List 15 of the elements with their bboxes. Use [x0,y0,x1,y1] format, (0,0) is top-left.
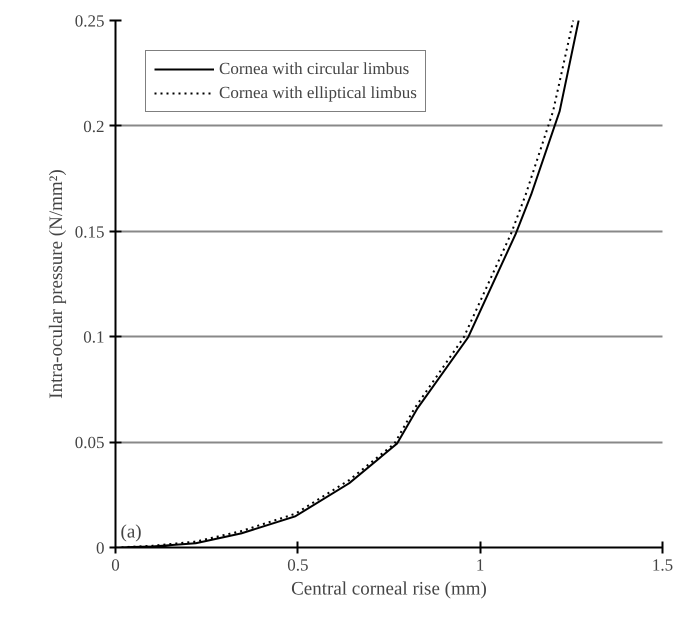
legend-label: Cornea with circular limbus [219,59,410,79]
annotation: (a) [120,522,142,542]
y-axis-title: Intra-ocular pressure (N/mm²) [46,169,67,399]
y-tick-label: 0.25 [74,12,104,30]
y-tick-label: 0 [96,538,104,558]
y-tick-label: 0.2 [83,116,104,136]
x-tick-label: 1.5 [652,556,674,574]
y-tick-label: 0.15 [74,222,104,242]
x-tick-label: 1 [476,556,484,574]
x-axis-title: Central corneal rise (mm) [291,578,487,600]
y-tick-label: 0.1 [83,328,104,347]
x-tick-label: 0 [111,556,120,574]
y-tick-label: 0.05 [74,433,104,452]
x-tick-label: 0.5 [287,556,308,574]
legend-label: Cornea with elliptical limbus [219,83,417,103]
